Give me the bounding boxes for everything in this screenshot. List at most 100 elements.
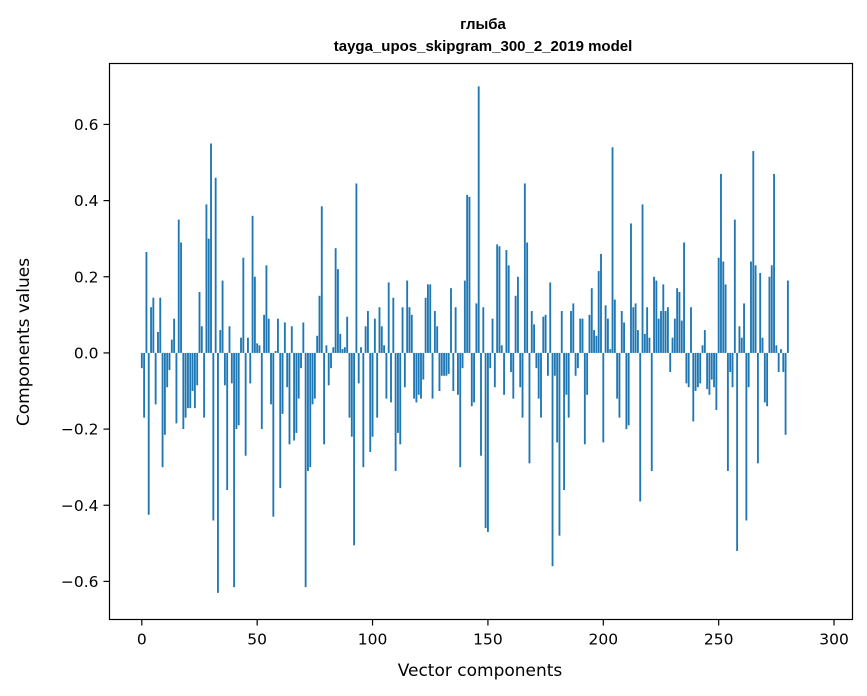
bar-107 — [387, 282, 390, 353]
bar-166 — [523, 183, 526, 353]
bar-237 — [687, 352, 690, 388]
bar-48 — [251, 215, 254, 353]
bar-79 — [323, 352, 326, 445]
bar-154 — [496, 244, 499, 353]
bar-35 — [221, 280, 224, 353]
bar-209 — [623, 322, 625, 353]
bar-211 — [627, 352, 630, 426]
bar-12 — [168, 352, 171, 371]
bar-246 — [708, 352, 711, 395]
bar-44 — [242, 257, 245, 353]
bar-156 — [500, 345, 503, 353]
bar-280 — [786, 280, 789, 353]
bar-140 — [463, 280, 466, 353]
bar-273 — [770, 265, 773, 353]
bar-128 — [436, 326, 439, 353]
bar-233 — [678, 291, 681, 353]
bar-91 — [350, 352, 353, 437]
bar-114 — [403, 352, 406, 388]
bar-85 — [337, 269, 339, 353]
bar-278 — [782, 352, 785, 372]
bar-68 — [297, 352, 300, 399]
bar-141 — [466, 194, 469, 353]
bar-135 — [452, 352, 455, 391]
bar-37 — [226, 352, 229, 491]
bar-264 — [750, 261, 752, 353]
bar-279 — [784, 352, 787, 435]
bar-189 — [576, 352, 579, 369]
bar-127 — [433, 311, 436, 353]
bar-19 — [184, 352, 187, 418]
bar-69 — [300, 352, 302, 369]
bar-146 — [477, 86, 480, 353]
chart-subtitle: tayga_upos_skipgram_300_2_2019 model — [334, 38, 633, 55]
bar-80 — [325, 345, 328, 353]
bar-124 — [427, 284, 429, 353]
bar-184 — [565, 352, 568, 395]
bar-41 — [235, 352, 238, 430]
bar-263 — [747, 352, 750, 388]
bar-26 — [200, 326, 203, 353]
bar-160 — [510, 352, 512, 372]
x-tick-label: 250 — [704, 631, 734, 649]
y-tick-label: 0.0 — [74, 344, 99, 362]
bar-244 — [703, 330, 706, 353]
bar-33 — [217, 352, 219, 593]
bar-191 — [581, 318, 584, 353]
bar-36 — [223, 352, 226, 386]
x-tick-label: 0 — [137, 631, 147, 649]
bar-49 — [253, 276, 256, 353]
bar-7 — [157, 331, 159, 353]
bar-series — [140, 86, 789, 593]
bar-45 — [244, 352, 247, 456]
bar-88 — [343, 347, 346, 353]
bar-1 — [143, 352, 146, 418]
bar-176 — [546, 352, 549, 376]
bar-240 — [694, 352, 697, 391]
bar-149 — [484, 352, 487, 529]
bar-30 — [210, 143, 212, 353]
bar-252 — [722, 261, 725, 353]
bar-218 — [643, 333, 646, 353]
bar-165 — [521, 352, 524, 418]
bar-125 — [429, 284, 432, 353]
bar-18 — [182, 352, 185, 430]
bar-162 — [514, 295, 517, 353]
bar-70 — [302, 322, 305, 353]
bar-103 — [378, 307, 381, 353]
bar-129 — [438, 352, 441, 391]
bar-235 — [683, 242, 685, 353]
bar-248 — [713, 352, 715, 388]
bar-199 — [600, 253, 602, 353]
bar-192 — [583, 352, 586, 445]
bar-143 — [470, 352, 473, 407]
x-tick-label: 50 — [247, 631, 267, 649]
bar-153 — [493, 352, 496, 388]
bar-122 — [422, 352, 425, 380]
bar-206 — [616, 352, 619, 399]
bar-215 — [636, 330, 639, 353]
bar-15 — [175, 352, 178, 424]
bar-219 — [646, 307, 649, 353]
bar-43 — [240, 337, 242, 353]
x-tick-label: 300 — [819, 631, 849, 649]
bar-54 — [265, 265, 268, 353]
bar-157 — [503, 352, 505, 395]
bar-198 — [597, 271, 600, 353]
bar-23 — [193, 352, 196, 409]
bar-0 — [140, 352, 143, 369]
bar-64 — [288, 352, 291, 445]
bar-116 — [408, 307, 411, 353]
y-tick-label: −0.2 — [61, 421, 99, 439]
bar-220 — [648, 337, 651, 353]
bar-132 — [445, 352, 448, 376]
bar-163 — [517, 276, 519, 353]
bar-72 — [307, 352, 309, 471]
bar-180 — [556, 352, 559, 443]
bar-100 — [371, 352, 374, 437]
bar-120 — [417, 352, 420, 395]
bar-261 — [743, 303, 745, 353]
bar-53 — [263, 314, 266, 353]
bar-267 — [756, 352, 759, 464]
bar-93 — [355, 183, 358, 353]
